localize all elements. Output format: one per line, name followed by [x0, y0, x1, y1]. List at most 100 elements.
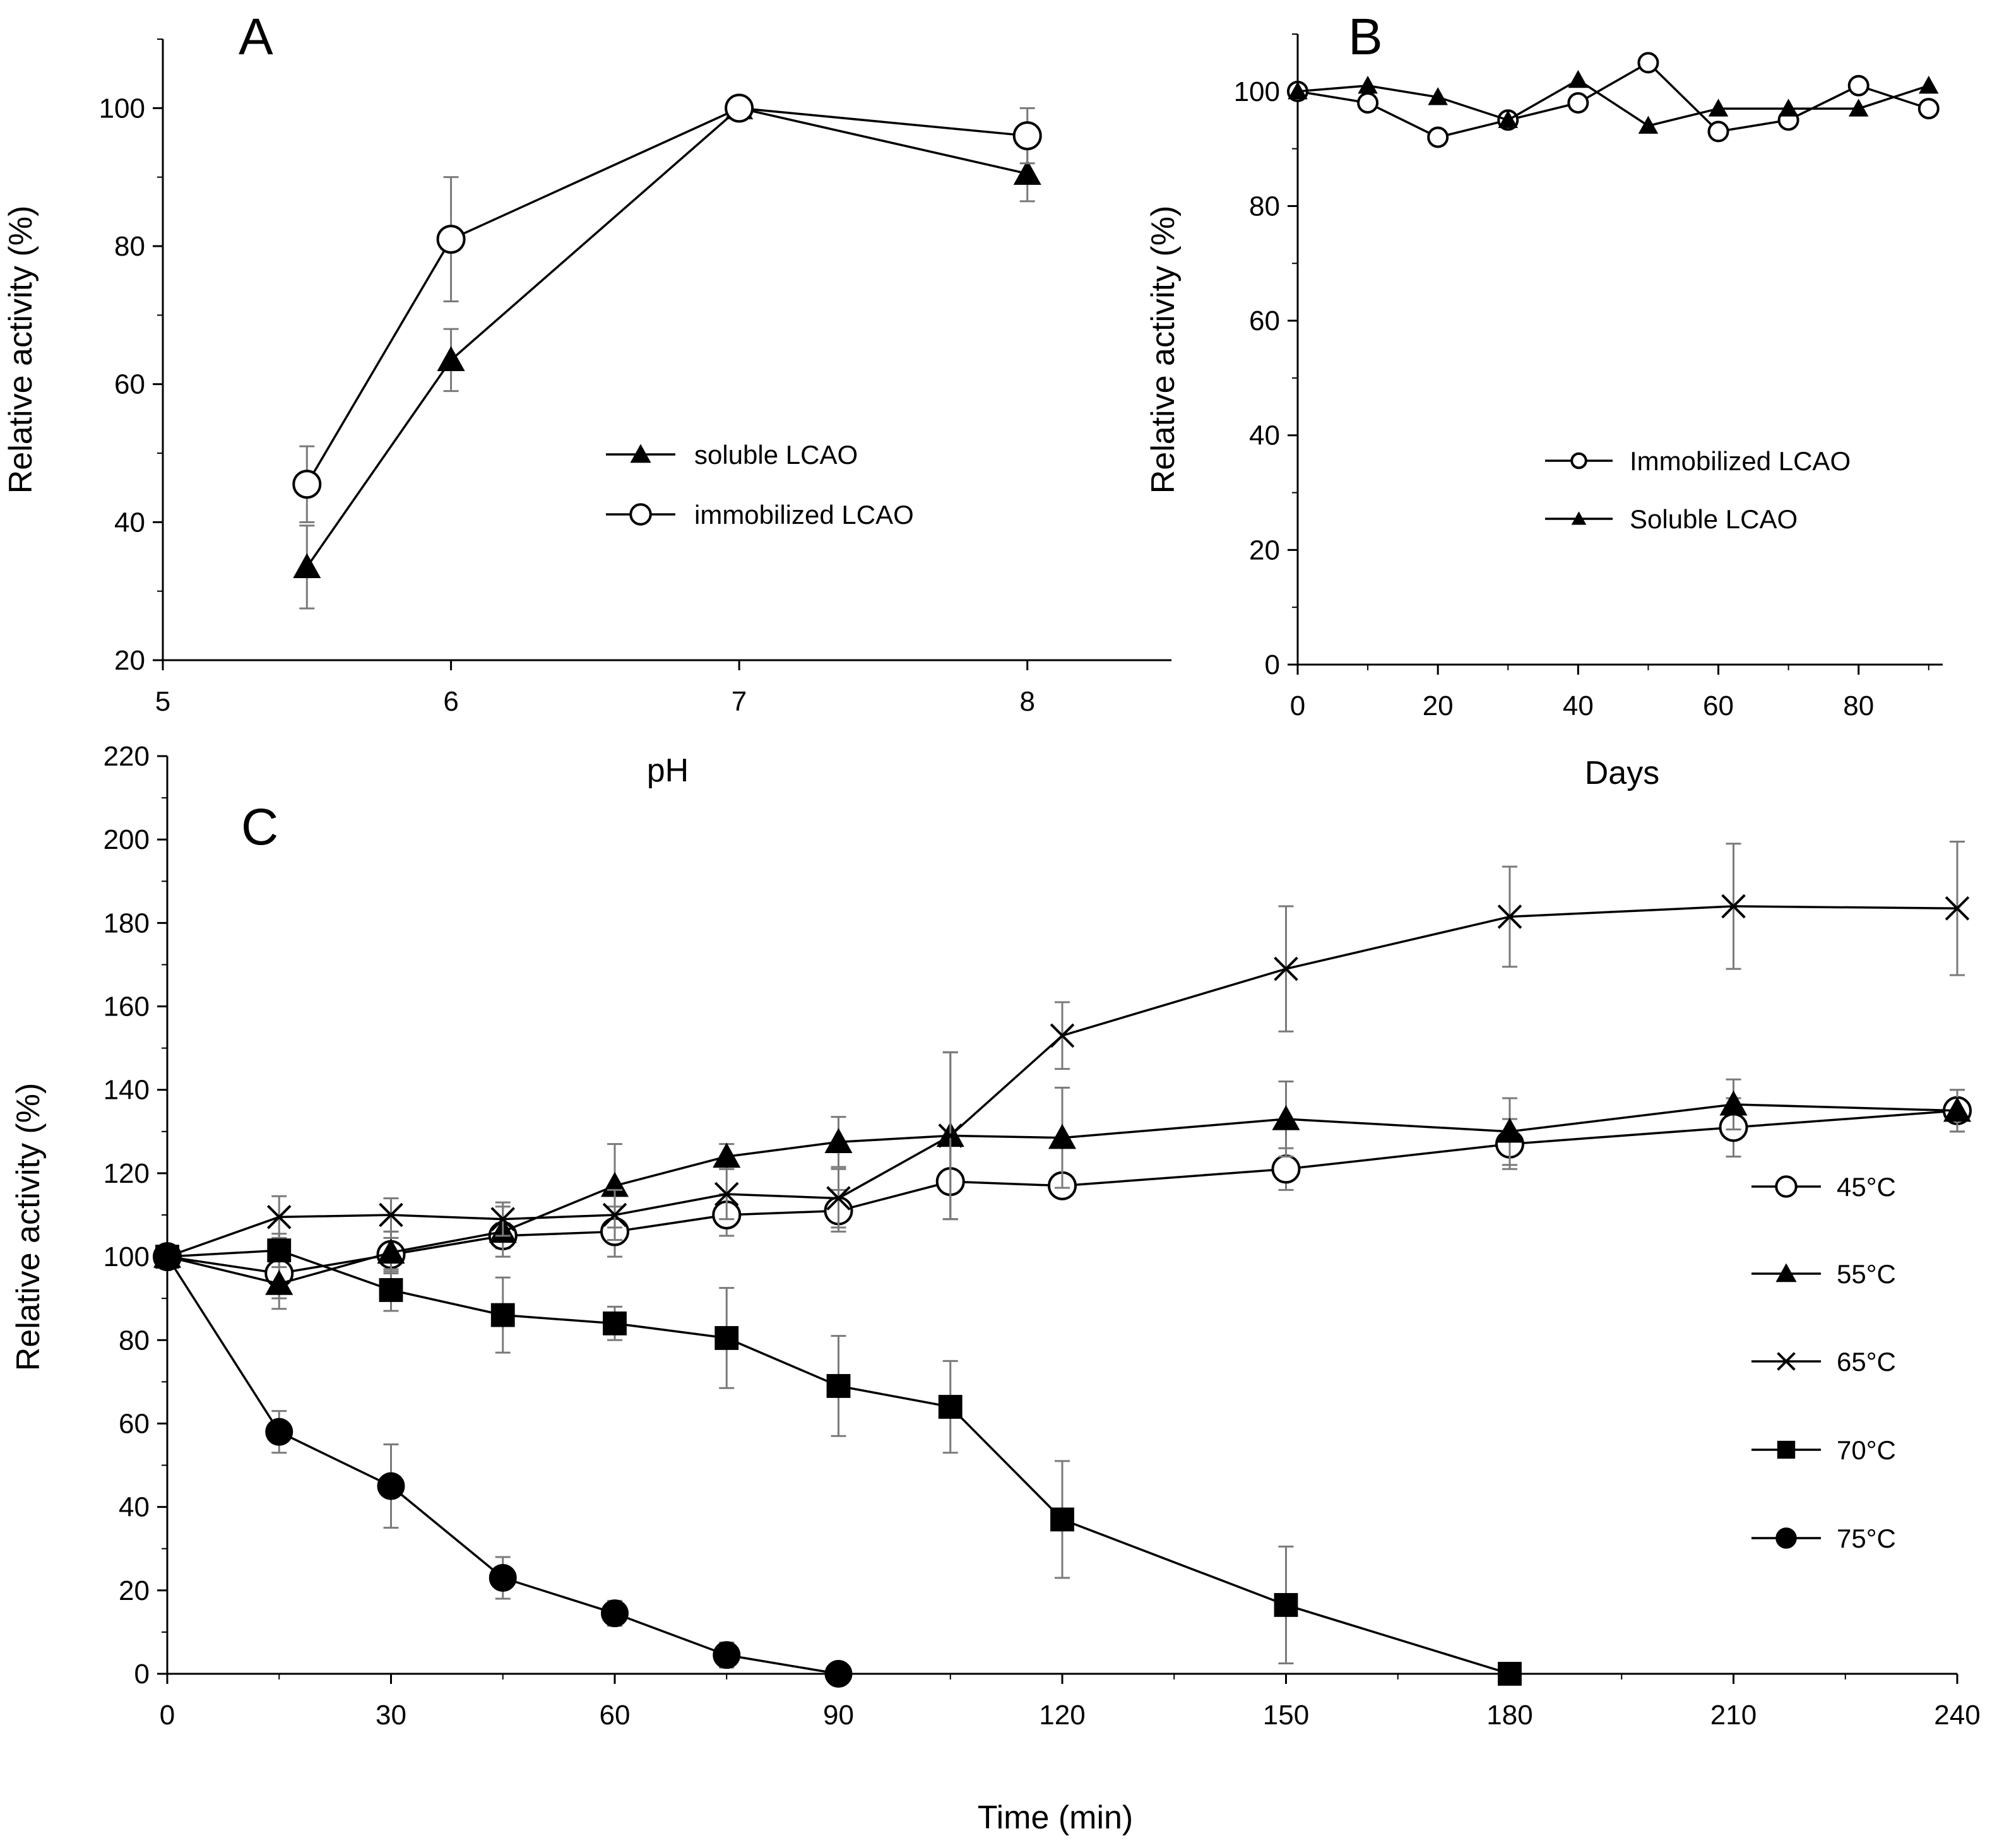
- data-point: [1848, 98, 1869, 117]
- y-tick-label: 100: [99, 93, 145, 124]
- data-point: [714, 1326, 739, 1350]
- y-tick-label: 60: [114, 369, 145, 400]
- data-point: [1358, 75, 1378, 94]
- legend: 45°C 55°C 65°C 70°C 75°C: [1751, 1172, 1896, 1553]
- data-point: [1050, 1507, 1074, 1532]
- y-axis-title: Relative activity (%): [10, 1083, 47, 1371]
- data-point: [377, 1238, 405, 1264]
- series-3: [155, 1233, 1522, 1686]
- data-point: [603, 1311, 627, 1336]
- data-point: [1271, 1154, 1301, 1184]
- series-1: [153, 1051, 1972, 1310]
- data-point: [713, 1641, 741, 1669]
- legend-marker: [1775, 1527, 1797, 1549]
- x-tick-label: 180: [1486, 1700, 1532, 1731]
- legend-marker: [629, 503, 652, 526]
- data-point: [1567, 92, 1589, 114]
- data-point: [437, 346, 465, 372]
- y-tick-label: 0: [134, 1659, 150, 1690]
- y-tick-label: 220: [104, 741, 150, 772]
- x-axis-title: Time (min): [978, 1799, 1134, 1836]
- x-tick-label: 0: [1290, 690, 1305, 721]
- legend-marker: [630, 444, 651, 463]
- series-line: [305, 107, 1028, 568]
- x-tick-label: 6: [443, 686, 458, 717]
- data-point: [1050, 1023, 1075, 1048]
- panel-label: B: [1348, 8, 1383, 66]
- data-point: [1708, 98, 1729, 117]
- legend-label: 55°C: [1837, 1259, 1896, 1289]
- data-point: [267, 1238, 292, 1263]
- data-point: [1721, 894, 1746, 919]
- y-axis-title: Relative activity (%): [1145, 206, 1182, 494]
- x-tick-label: 150: [1263, 1700, 1309, 1731]
- data-point: [1495, 1117, 1524, 1143]
- y-tick-label: 80: [1249, 191, 1280, 222]
- data-point: [1707, 121, 1729, 143]
- data-point: [1917, 98, 1940, 120]
- data-point: [265, 1418, 293, 1446]
- x-tick-label: 8: [1019, 686, 1034, 717]
- data-point: [1778, 98, 1799, 117]
- legend: Immobilized LCAO Soluble LCAO: [1545, 446, 1851, 534]
- data-point: [1637, 52, 1659, 74]
- data-point: [713, 1142, 741, 1168]
- y-tick-label: 80: [114, 231, 145, 262]
- legend-label: Immobilized LCAO: [1630, 446, 1851, 476]
- series-0: [1287, 52, 1940, 148]
- legend-marker: [1570, 452, 1587, 470]
- y-axis-title: Relative activity (%): [3, 206, 39, 494]
- panel-a: 20 40 60 80 100 5 6 7 8 pH Relative activity (%) As…: [3, 8, 1171, 789]
- x-tick-label: 0: [160, 1700, 175, 1731]
- data-point: [1498, 110, 1519, 128]
- data-point: [490, 1303, 515, 1327]
- data-point: [1012, 121, 1042, 151]
- data-point: [1945, 896, 1970, 921]
- legend-label: 45°C: [1837, 1172, 1896, 1202]
- y-tick-label: 40: [119, 1492, 150, 1523]
- data-point: [293, 553, 321, 579]
- x-tick-label: 20: [1423, 690, 1454, 721]
- y-tick-label: 120: [104, 1158, 150, 1189]
- data-point: [436, 225, 466, 254]
- legend-label: soluble LCAO: [694, 440, 858, 470]
- data-point: [1048, 1123, 1077, 1149]
- data-point: [826, 1186, 851, 1211]
- series-0: [293, 94, 1041, 610]
- y-tick-label: 100: [104, 1241, 150, 1272]
- legend-marker: [1775, 1263, 1797, 1282]
- data-point: [824, 1128, 853, 1153]
- y-tick-label: 60: [119, 1408, 150, 1439]
- data-point: [1274, 956, 1298, 981]
- y-tick-label: 20: [1249, 535, 1280, 566]
- x-tick-label: 60: [1703, 690, 1734, 721]
- data-point: [1428, 87, 1448, 105]
- y-tick-label: 100: [1234, 76, 1280, 107]
- legend-label: Soluble LCAO: [1630, 504, 1798, 534]
- series-line: [167, 1249, 1510, 1675]
- x-tick-label: 30: [376, 1700, 406, 1731]
- series-line: [1297, 61, 1929, 139]
- data-point: [1013, 160, 1041, 185]
- data-point: [601, 1599, 629, 1628]
- data-point: [824, 1660, 853, 1688]
- y-tick-label: 140: [104, 1075, 150, 1106]
- x-axis-title: pH: [647, 752, 689, 789]
- y-tick-label: 180: [104, 908, 150, 939]
- data-point: [1288, 81, 1308, 100]
- data-point: [153, 1243, 181, 1271]
- data-point: [602, 1202, 627, 1228]
- data-point: [714, 1182, 739, 1207]
- data-point: [938, 1395, 963, 1419]
- x-tick-label: 40: [1563, 690, 1594, 721]
- data-point: [490, 1207, 516, 1231]
- y-tick-label: 20: [119, 1575, 150, 1606]
- data-point: [1638, 116, 1659, 134]
- x-tick-label: 240: [1934, 1700, 1980, 1731]
- y-tick-label: 200: [104, 824, 150, 855]
- y-tick-label: 60: [1249, 305, 1280, 336]
- series-line: [167, 905, 1958, 1258]
- y-tick-label: 40: [114, 507, 145, 538]
- legend-label: 65°C: [1837, 1347, 1896, 1377]
